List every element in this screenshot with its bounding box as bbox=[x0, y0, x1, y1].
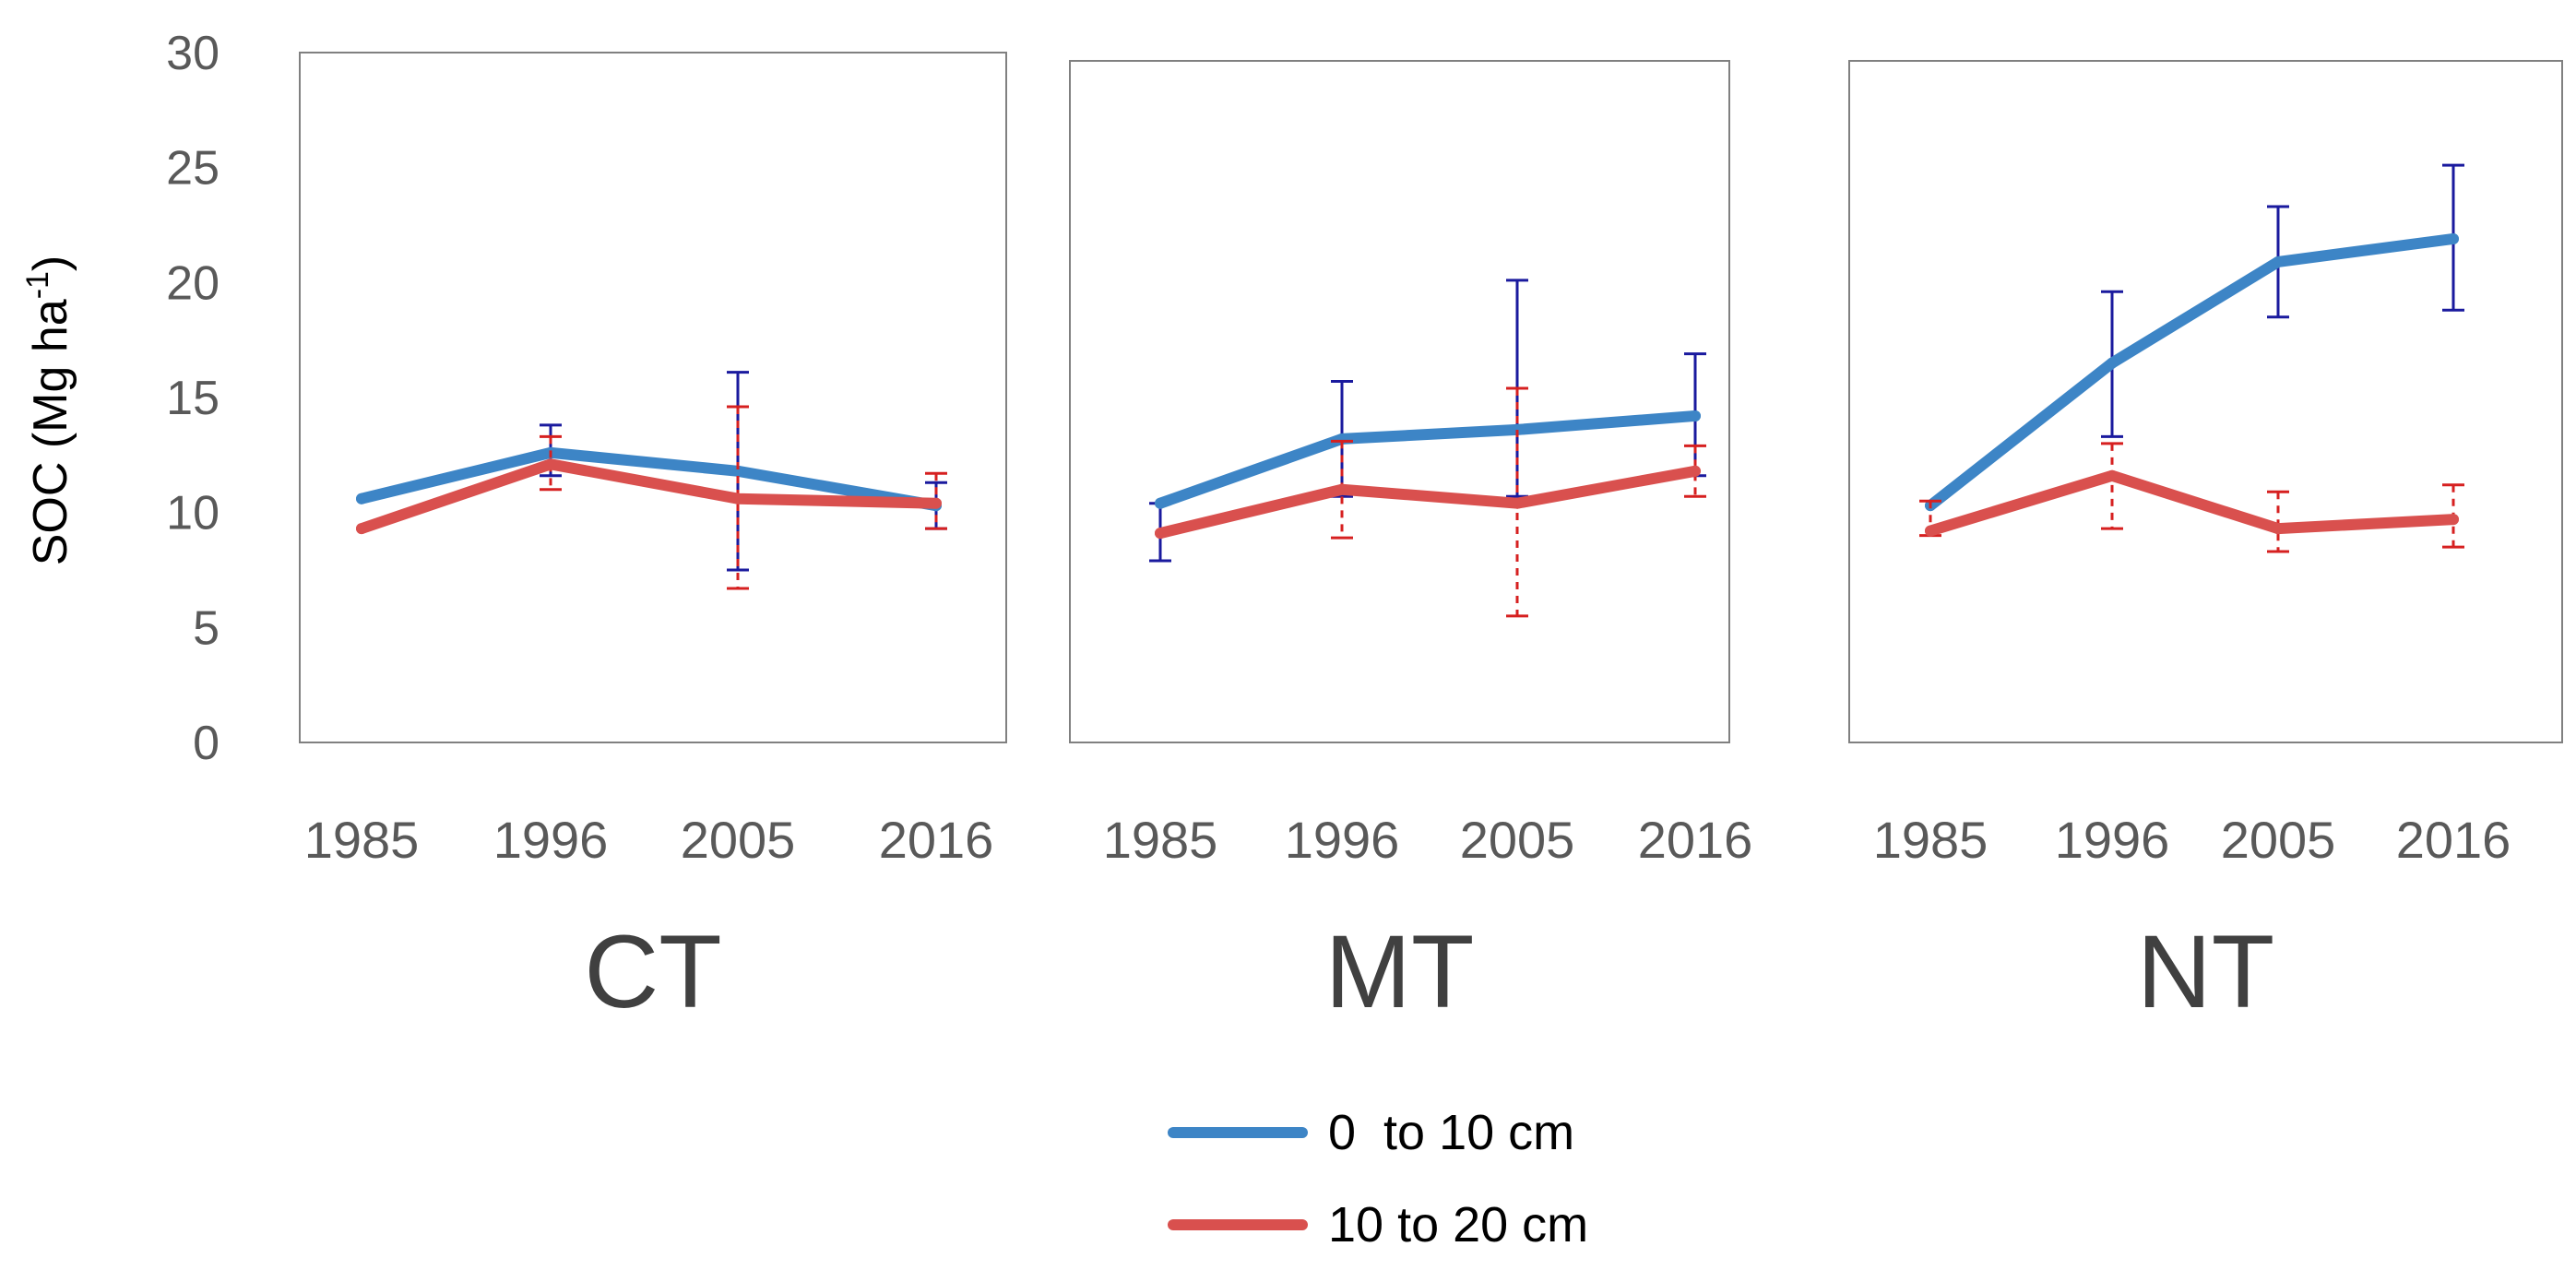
y-tick-label-25: 25 bbox=[166, 142, 220, 196]
data-point-2016 bbox=[2448, 514, 2459, 526]
error-bar bbox=[727, 405, 749, 590]
x-tick-label-1996: 1996 bbox=[2055, 811, 2170, 869]
x-tick-label-2005: 2005 bbox=[2221, 811, 2336, 869]
data-point-2005 bbox=[2273, 255, 2284, 267]
series-10-20cm bbox=[1919, 442, 2464, 553]
data-point-2005 bbox=[2273, 523, 2284, 535]
x-tick-label-1996: 1996 bbox=[1285, 811, 1400, 869]
series-line bbox=[356, 446, 942, 512]
series-line bbox=[1925, 232, 2459, 512]
data-point-1996 bbox=[2107, 357, 2118, 369]
x-tick-label-1996: 1996 bbox=[493, 811, 609, 869]
y-tick-label-10: 10 bbox=[166, 487, 220, 540]
data-point-1996 bbox=[2107, 469, 2118, 481]
legend: 0 to 10 cm 10 to 20 cm bbox=[1168, 1105, 1588, 1252]
panel-label-mt: MT bbox=[1325, 914, 1475, 1029]
data-point-2016 bbox=[2448, 232, 2459, 244]
y-tick-label-30: 30 bbox=[166, 27, 220, 80]
data-point-1996 bbox=[1336, 483, 1347, 495]
data-point-1985 bbox=[356, 493, 367, 504]
series-0-10cm bbox=[1925, 163, 2464, 512]
y-tick-label-15: 15 bbox=[166, 372, 220, 425]
data-point-2016 bbox=[1690, 465, 1701, 477]
series-10-20cm bbox=[356, 405, 947, 590]
y-tick-label-0: 0 bbox=[193, 717, 220, 770]
series-line bbox=[1155, 465, 1701, 540]
data-point-1985 bbox=[1925, 525, 1936, 537]
data-point-1985 bbox=[356, 523, 367, 535]
panel-label-ct: CT bbox=[584, 914, 721, 1029]
data-point-2005 bbox=[1512, 423, 1523, 435]
data-point-2016 bbox=[931, 497, 942, 509]
series-line bbox=[1925, 469, 2459, 537]
data-point-2005 bbox=[732, 493, 743, 504]
legend-label-0-10cm: 0 to 10 cm bbox=[1328, 1105, 1574, 1160]
panel-ct: 1985 1996 2005 2016 CT bbox=[299, 52, 1007, 1029]
x-tick-label-2016: 2016 bbox=[879, 811, 994, 869]
error-bar bbox=[2101, 442, 2123, 530]
y-axis-title: SOC (Mg ha-1) bbox=[20, 255, 77, 566]
x-tick-label-2005: 2005 bbox=[1460, 811, 1575, 869]
data-point-1985 bbox=[1155, 528, 1166, 540]
data-point-2005 bbox=[732, 465, 743, 477]
error-bar bbox=[925, 471, 947, 530]
legend-label-10-20cm: 10 to 20 cm bbox=[1328, 1197, 1588, 1252]
y-tick-labels: 0 5 10 15 20 25 30 bbox=[166, 27, 220, 770]
panel-label-nt: NT bbox=[2137, 914, 2274, 1029]
panel-frame bbox=[299, 52, 1007, 743]
error-bar bbox=[540, 434, 562, 492]
x-tick-label-2005: 2005 bbox=[681, 811, 796, 869]
y-axis-title-close: ) bbox=[24, 255, 77, 271]
data-point-2016 bbox=[1690, 410, 1701, 421]
panel-frame bbox=[1848, 60, 2563, 743]
data-point-2005 bbox=[1512, 497, 1523, 509]
y-axis-title-main: SOC (Mg ha bbox=[24, 299, 77, 565]
series-line bbox=[356, 458, 942, 535]
data-point-1996 bbox=[545, 458, 556, 470]
x-tick-label-2016: 2016 bbox=[2396, 811, 2511, 869]
x-tick-label-1985: 1985 bbox=[1103, 811, 1218, 869]
panel-nt: 1985 1996 2005 2016 NT bbox=[1848, 60, 2563, 1029]
series-10-20cm bbox=[1155, 386, 1706, 618]
y-tick-label-5: 5 bbox=[193, 601, 220, 655]
y-tick-label-20: 20 bbox=[166, 256, 220, 310]
y-axis-title-superscript: -1 bbox=[20, 271, 55, 299]
panel-frame bbox=[1069, 60, 1730, 743]
x-tick-label-2016: 2016 bbox=[1638, 811, 1753, 869]
x-tick-label-1985: 1985 bbox=[304, 811, 420, 869]
error-bar bbox=[1684, 444, 1706, 498]
panel-mt: 1985 1996 2005 2016 MT bbox=[1069, 60, 1753, 1029]
data-point-1985 bbox=[1155, 497, 1166, 509]
series-line bbox=[1155, 410, 1701, 509]
series-0-10cm bbox=[356, 371, 947, 572]
error-bar bbox=[2267, 490, 2289, 553]
x-tick-label-1985: 1985 bbox=[1873, 811, 1988, 869]
